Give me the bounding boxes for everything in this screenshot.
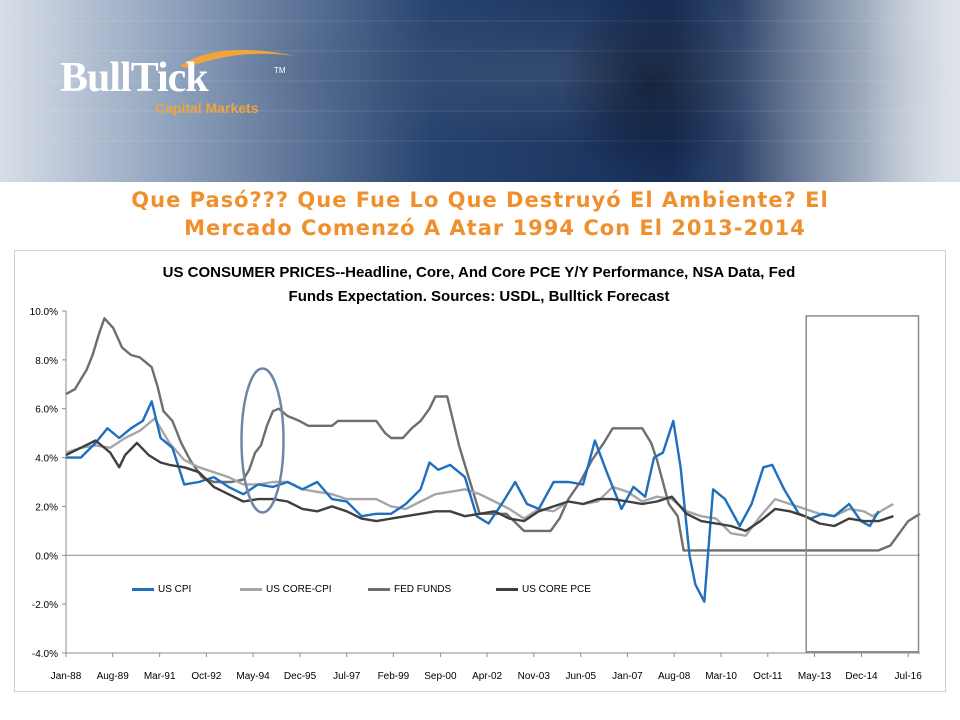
banner-stripe [0,50,960,52]
x-tick-label: Mar-10 [705,671,737,682]
logo-subtitle: Capital Markets [155,100,259,116]
x-tick-label: Mar-91 [144,671,176,682]
y-tick-label: 10.0% [30,307,58,318]
y-tick-label: -2.0% [32,600,58,611]
fed-funds-line [65,317,921,552]
legend-label: US CPI [158,584,192,595]
banner-photo-figure [560,0,740,182]
chart-frame [14,250,946,692]
banner-stripe [0,20,960,22]
us-cpi-line [66,400,880,603]
legend-item-fed-funds: FED FUNDS [368,584,451,595]
y-tick-label: -4.0% [32,649,58,660]
header-banner: BullTick TM Capital Markets [0,0,960,182]
x-tick-label: May-13 [798,671,832,682]
us-core-pce-line [65,439,894,533]
y-tick-label: 4.0% [35,454,58,465]
banner-stripe [0,140,960,142]
x-tick-label: Jun-05 [565,671,596,682]
banner-stripe [0,80,960,82]
legend-item-us-core-pce: US CORE PCE [496,584,591,595]
x-tick-label: Oct-92 [191,671,221,682]
logo-trademark: TM [274,66,286,75]
legend-label: US CORE-CPI [266,584,332,595]
legend-label: FED FUNDS [394,584,452,595]
highlight-box-2013-2016 [805,315,920,653]
x-tick-label: Jul-16 [895,671,923,682]
banner-stripe [0,110,960,112]
chart-title-line2: Funds Expectation. Sources: USDL, Bullti… [288,288,670,305]
chart-title-line1: US CONSUMER PRICES--Headline, Core, And … [162,264,796,281]
x-tick-label: Jul-97 [333,671,361,682]
x-tick-label: Dec-95 [284,671,317,682]
banner-fade [740,0,960,182]
x-tick-label: Aug-89 [97,671,130,682]
legend-item-us-core-cpi: US CORE-CPI [240,584,332,595]
x-tick-label: May-94 [236,671,270,682]
y-tick-label: 2.0% [35,502,58,513]
slide-title: Que Pasó??? Que Fue Lo Que Destruyó El A… [0,186,960,242]
y-tick-label: 8.0% [35,356,58,367]
legend-item-us-cpi: US CPI [132,584,191,595]
us-core-cpi-line [65,417,894,537]
y-tick-label: 0.0% [35,551,58,562]
x-tick-label: Nov-03 [518,671,551,682]
legend-swatch [368,587,390,591]
legend-swatch [132,587,154,591]
legend-swatch [240,587,262,591]
chart-title: US CONSUMER PRICES--Headline, Core, And … [14,261,944,309]
slide-title-line1: Que Pasó??? Que Fue Lo Que Destruyó El A… [131,188,829,212]
legend-label: US CORE PCE [522,584,591,595]
logo-swoosh-icon [180,49,296,68]
x-tick-label: Sep-00 [424,671,457,682]
x-tick-label: Aug-08 [658,671,691,682]
x-tick-label: Oct-11 [753,671,783,682]
logo-wordmark: BullTick [60,55,209,101]
x-tick-label: Jan-88 [51,671,82,682]
x-tick-label: Feb-99 [378,671,410,682]
slide-title-line2: Mercado Comenzó A Atar 1994 Con El 2013-… [184,216,806,240]
x-tick-label: Dec-14 [845,671,878,682]
x-tick-label: Apr-02 [472,671,502,682]
y-tick-label: 6.0% [35,405,58,416]
bulltick-logo: BullTick TM Capital Markets [60,46,300,124]
x-tick-label: Jan-07 [612,671,643,682]
highlight-ellipse-1994 [240,367,285,514]
legend-swatch [496,587,518,591]
